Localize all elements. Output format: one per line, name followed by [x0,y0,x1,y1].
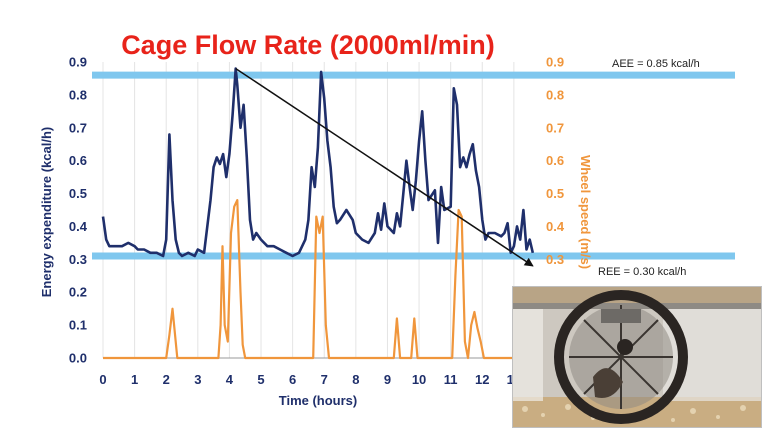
y2-tick-label: 0.9 [546,55,564,70]
x-tick-label: 5 [257,372,264,387]
y-tick-label: 0.2 [69,285,87,300]
aee-label: AEE = 0.85 kcal/h [612,58,700,70]
y2-tick-label: 0.8 [546,87,564,102]
x-tick-label: 1 [131,372,138,387]
wheel-speed-line [103,199,533,360]
y2-tick-label: 0.3 [546,252,564,267]
y-axis-label: Energy expenditure (kcal/h) [39,127,54,298]
series-layer [101,67,535,360]
y-tick-label: 0.6 [69,153,87,168]
arrow [235,67,534,267]
y2-tick-label: 0.6 [546,153,564,168]
x-tick-label: 2 [163,372,170,387]
y-tick-label: 0.0 [69,351,87,366]
y-tick-label: 0.7 [69,120,87,135]
x-tick-label: 3 [194,372,201,387]
x-tick-label: 9 [384,372,391,387]
y2-tick-label: 0.5 [546,186,564,201]
chart-title: Cage Flow Rate (2000ml/min) [121,30,495,60]
x-tick-label: 7 [321,372,328,387]
x-tick-label: 11 [444,372,458,387]
x-axis-label: Time (hours) [279,393,358,408]
y2-axis-label: Wheel speed (m/s) [578,155,593,269]
y-tick-label: 0.5 [69,186,87,201]
x-tick-label: 10 [412,372,426,387]
x-tick-label: 0 [99,372,106,387]
y-tick-label: 0.9 [69,55,87,70]
reference-lines [92,71,735,260]
y-tick-label: 0.1 [69,318,87,333]
ree-label: REE = 0.30 kcal/h [598,266,686,278]
y-tick-label: 0.4 [69,219,88,234]
y-tick-label: 0.3 [69,252,87,267]
y-tick-label: 0.8 [69,87,87,102]
x-tick-label: 12 [475,372,489,387]
y2-tick-label: 0.4 [546,219,565,234]
energy-expenditure-line [101,67,535,258]
x-tick-label: 4 [226,372,234,387]
y2-tick-label: 0.7 [546,120,564,135]
mouse-running-wheel-photo-icon [512,286,762,428]
x-tick-label: 8 [352,372,359,387]
x-tick-label: 6 [289,372,296,387]
